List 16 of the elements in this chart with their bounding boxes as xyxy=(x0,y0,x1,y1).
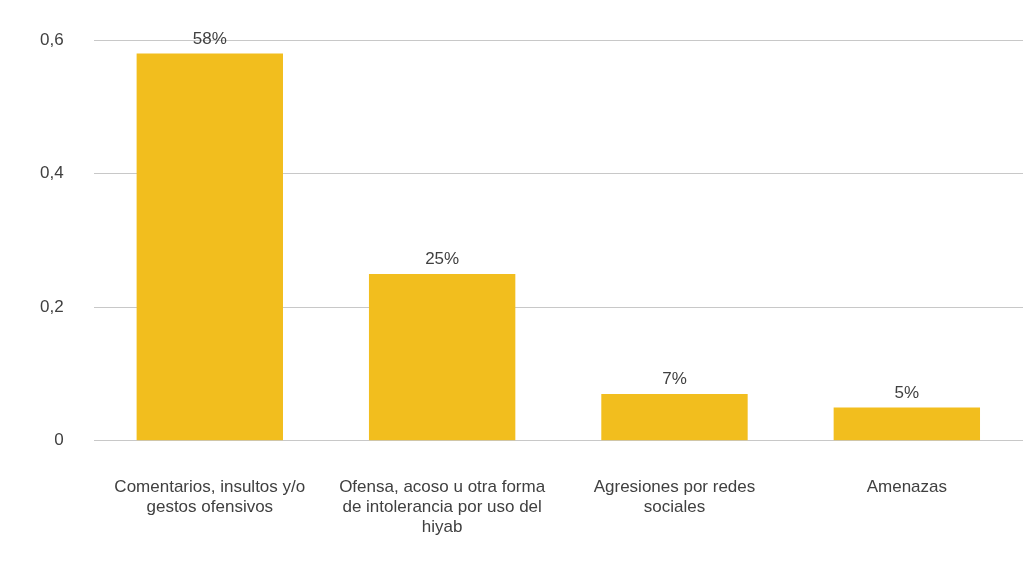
y-tick-label: 0 xyxy=(54,430,64,450)
y-tick-label: 0,6 xyxy=(39,29,64,49)
y-tick-label: 0,2 xyxy=(39,296,64,316)
y-tick-label: 0,4 xyxy=(39,163,64,183)
x-tick-label: Agresiones por redes sociales xyxy=(593,476,756,517)
bar xyxy=(601,394,748,441)
x-tick-label: Amenazas xyxy=(866,476,947,496)
data-label: 7% xyxy=(662,369,687,389)
data-label: 25% xyxy=(425,249,460,269)
x-tick-label: Comentarios, insultos y/o gestos ofensivos xyxy=(114,476,306,517)
x-tick-label: Ofensa, acoso u otra forma de intolerancia por uso del hiyab xyxy=(339,476,546,537)
bar xyxy=(136,53,283,441)
bar xyxy=(833,407,981,441)
data-label: 58% xyxy=(192,28,227,48)
bar xyxy=(368,273,516,441)
data-label: 5% xyxy=(894,382,920,402)
